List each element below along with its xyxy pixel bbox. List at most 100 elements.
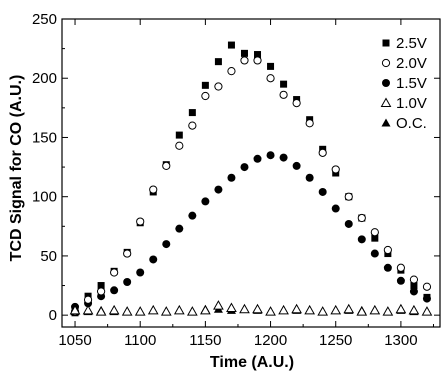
data-point-1-0v xyxy=(95,306,107,316)
data-point-1-5v xyxy=(162,240,171,249)
y-tick-label: 100 xyxy=(32,189,57,206)
data-point-1-0v xyxy=(147,304,159,315)
data-point-1-0v xyxy=(382,306,394,316)
data-point-2-0v xyxy=(305,119,314,128)
data-point-2-5v xyxy=(175,131,183,139)
data-point-2-0v xyxy=(370,228,379,237)
data-point-1-0v xyxy=(265,306,276,316)
data-point-1-0v xyxy=(304,304,316,315)
data-point-1-5v xyxy=(383,263,392,272)
data-point-2-0v xyxy=(175,141,184,150)
y-tick-label: 0 xyxy=(49,307,57,324)
data-point-1-0v xyxy=(239,303,250,314)
data-point-2-0v xyxy=(201,91,210,101)
data-point-1-5v xyxy=(188,211,197,220)
data-point-2-0v xyxy=(331,165,340,174)
data-point-2-0v xyxy=(123,249,132,258)
data-point-2-0v xyxy=(136,217,145,226)
data-point-1-5v xyxy=(214,185,223,194)
data-point-1-0v xyxy=(121,306,133,316)
data-point-2-0v xyxy=(383,245,392,255)
x-tick-label: 1200 xyxy=(254,332,287,349)
data-point-1-5v xyxy=(305,173,314,182)
legend-label-2-0v: 2.0V xyxy=(396,55,427,72)
data-point-1-5v xyxy=(240,163,249,172)
data-point-2-5v xyxy=(254,51,262,59)
data-point-1-5v xyxy=(292,161,301,170)
data-point-1-0v xyxy=(408,304,420,315)
data-point-1-5v xyxy=(201,197,210,206)
legend: 2.5V 2.0V 1.5V 1.0V O.C. xyxy=(380,35,427,132)
data-point-2-0v xyxy=(97,287,106,296)
y-tick-label: 50 xyxy=(40,248,57,265)
data-point-1-0v xyxy=(173,304,185,315)
plot-area-frame xyxy=(61,18,441,328)
data-point-2-0v xyxy=(253,56,262,65)
data-point-2-5v xyxy=(97,282,105,290)
legend-marker-o-c xyxy=(381,118,391,127)
x-tick-label: 1150 xyxy=(189,332,221,349)
data-point-1-0v xyxy=(395,303,407,314)
data-point-2-0v xyxy=(292,99,301,108)
data-point-2-0v xyxy=(422,282,432,291)
x-tick-label: 1050 xyxy=(58,332,91,349)
data-point-1-0v xyxy=(160,306,172,316)
data-point-2-5v xyxy=(267,62,275,70)
data-point-1-5v xyxy=(422,294,431,303)
data-point-1-5v xyxy=(123,277,132,286)
data-point-1-0v xyxy=(369,304,381,315)
data-point-2-0v xyxy=(357,213,366,223)
data-point-2-5v xyxy=(227,41,235,49)
y-tick-label: 150 xyxy=(32,129,57,146)
data-point-2-5v xyxy=(280,80,288,88)
legend-label-1-5v: 1.5V xyxy=(396,75,427,92)
data-point-2-5v xyxy=(201,81,209,89)
data-point-2-0v xyxy=(214,82,223,91)
data-point-1-0v xyxy=(108,304,120,315)
data-point-2-5v xyxy=(410,282,418,290)
x-tick-label: 1250 xyxy=(319,332,352,349)
data-point-1-0v xyxy=(330,304,342,315)
data-point-2-0v xyxy=(409,275,419,284)
data-point-1-0v xyxy=(421,306,433,316)
data-point-2-0v xyxy=(344,192,353,201)
data-point-1-5v xyxy=(396,276,405,285)
data-point-1-5v xyxy=(136,268,145,277)
data-point-1-5v xyxy=(253,154,262,163)
data-point-1-0v xyxy=(200,304,211,315)
x-tick-label: 1100 xyxy=(124,332,156,349)
data-point-2-5v xyxy=(371,234,379,242)
data-point-2-0v xyxy=(240,56,249,65)
data-point-1-0v xyxy=(69,304,81,315)
data-point-2-0v xyxy=(162,161,171,170)
data-point-2-0v xyxy=(279,90,288,99)
data-point-1-0v xyxy=(226,302,237,313)
data-point-1-0v xyxy=(317,306,329,316)
legend-label-1-0v: 1.0V xyxy=(396,95,427,112)
data-point-1-0v xyxy=(82,304,94,315)
y-axis-title: TCD Signal for CO (A.U.) xyxy=(8,75,25,262)
data-point-2-5v xyxy=(240,49,248,57)
data-point-2-0v xyxy=(110,268,119,277)
data-point-1-0v xyxy=(134,306,146,316)
data-point-1-5v xyxy=(318,187,327,196)
data-point-1-0v xyxy=(356,306,368,316)
data-point-1-5v xyxy=(357,235,366,244)
data-point-2-0v xyxy=(227,67,236,76)
data-point-2-0v xyxy=(318,148,327,157)
data-point-1-5v xyxy=(110,286,119,295)
data-point-1-5v xyxy=(266,151,275,160)
legend-marker-2-5v xyxy=(382,39,390,47)
data-point-1-5v xyxy=(344,219,353,228)
data-point-1-5v xyxy=(227,173,236,182)
data-point-1-0v xyxy=(291,303,302,314)
data-point-1-0v xyxy=(252,303,263,314)
legend-marker-1-0v xyxy=(380,97,392,107)
data-point-1-0v xyxy=(278,304,289,315)
ticks-layer: 1050 1100 1150 1200 1250 1300 0 50 100 150 200 250 xyxy=(32,11,440,349)
data-point-2-0v xyxy=(149,185,158,194)
points-layer xyxy=(69,41,433,317)
y-tick-label: 250 xyxy=(32,11,57,28)
data-point-2-5v xyxy=(214,58,222,66)
